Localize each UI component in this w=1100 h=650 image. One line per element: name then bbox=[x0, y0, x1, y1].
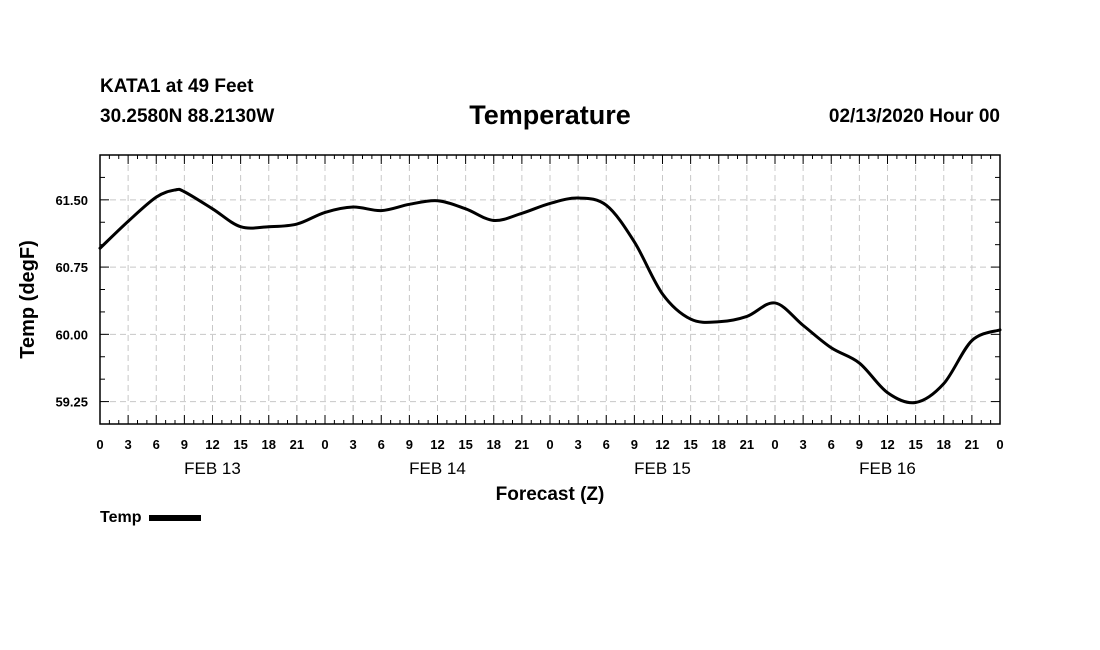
x-tick-label: 21 bbox=[740, 437, 754, 452]
day-label: FEB 15 bbox=[634, 459, 691, 478]
y-tick-label: 60.75 bbox=[55, 260, 88, 275]
legend-swatch bbox=[149, 514, 202, 521]
x-tick-label: 12 bbox=[655, 437, 669, 452]
x-tick-label: 0 bbox=[96, 437, 103, 452]
y-tick-label: 59.25 bbox=[55, 395, 88, 410]
x-tick-label: 21 bbox=[515, 437, 529, 452]
station-label: KATA1 at 49 Feet bbox=[100, 76, 254, 97]
x-tick-label: 18 bbox=[262, 437, 276, 452]
x-tick-label: 0 bbox=[771, 437, 778, 452]
x-tick-label: 3 bbox=[125, 437, 132, 452]
temp-series-line bbox=[98, 187, 1002, 405]
x-tick-label: 15 bbox=[683, 437, 697, 452]
x-tick-label: 3 bbox=[575, 437, 582, 452]
x-tick-label: 3 bbox=[800, 437, 807, 452]
x-tick-label: 0 bbox=[546, 437, 553, 452]
x-tick-label: 15 bbox=[233, 437, 247, 452]
grid-lines bbox=[100, 155, 1000, 424]
axis-labels: 59.25 60.00 60.75 61.50 0 3 6 9 12 15 18 21 0 3 6 9 12 15… bbox=[17, 193, 1004, 505]
station-coordinates: 30.2580N 88.2130W bbox=[100, 106, 275, 127]
x-tick-label: 15 bbox=[458, 437, 472, 452]
x-tick-label: 0 bbox=[996, 437, 1003, 452]
y-tick-label: 61.50 bbox=[55, 193, 88, 208]
x-tick-label: 15 bbox=[908, 437, 922, 452]
x-tick-label: 12 bbox=[880, 437, 894, 452]
x-tick-label: 6 bbox=[378, 437, 385, 452]
x-tick-label: 6 bbox=[603, 437, 610, 452]
day-label: FEB 14 bbox=[409, 459, 466, 478]
x-tick-label: 9 bbox=[856, 437, 863, 452]
x-tick-label: 18 bbox=[487, 437, 501, 452]
run-time-label: 02/13/2020 Hour 00 bbox=[828, 106, 1000, 127]
x-tick-label: 21 bbox=[965, 437, 979, 452]
axis-ticks bbox=[99, 154, 1001, 425]
x-tick-label: 6 bbox=[828, 437, 835, 452]
legend-label: Temp bbox=[100, 509, 142, 526]
x-tick-label: 9 bbox=[406, 437, 413, 452]
x-tick-label: 12 bbox=[430, 437, 444, 452]
day-label: FEB 13 bbox=[184, 459, 241, 478]
x-tick-label: 9 bbox=[181, 437, 188, 452]
y-tick-label: 60.00 bbox=[55, 327, 88, 342]
x-tick-label: 0 bbox=[321, 437, 328, 452]
x-tick-label: 18 bbox=[937, 437, 951, 452]
x-tick-label: 18 bbox=[712, 437, 726, 452]
day-label: FEB 16 bbox=[859, 459, 916, 478]
series-layer bbox=[98, 187, 1002, 405]
chart-title: Temperature bbox=[469, 100, 631, 130]
x-tick-label: 21 bbox=[290, 437, 304, 452]
x-tick-label: 9 bbox=[631, 437, 638, 452]
x-tick-label: 6 bbox=[153, 437, 160, 452]
x-tick-label: 3 bbox=[350, 437, 357, 452]
x-axis-label: Forecast (Z) bbox=[496, 484, 605, 505]
x-tick-label: 12 bbox=[205, 437, 219, 452]
y-axis-label: Temp (degF) bbox=[17, 240, 39, 359]
legend: Temp bbox=[100, 509, 202, 527]
